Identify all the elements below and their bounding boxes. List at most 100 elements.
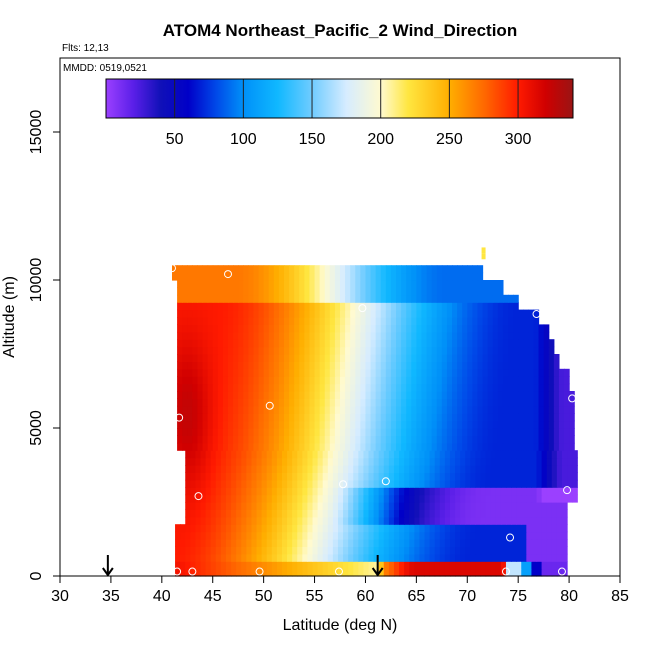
heatmap-cell	[439, 531, 446, 540]
heatmap-cell	[253, 339, 260, 348]
heatmap-cell	[472, 280, 479, 288]
heatmap-cell	[228, 405, 234, 414]
heatmap-cell	[207, 317, 214, 325]
heatmap-cell	[294, 420, 300, 429]
heatmap-cell	[513, 361, 519, 370]
heatmap-cell	[225, 524, 232, 533]
heatmap-cell	[543, 405, 550, 414]
heatmap-cell	[185, 561, 191, 570]
heatmap-cell	[304, 435, 311, 444]
heatmap-cell	[324, 287, 331, 296]
heatmap-cell	[465, 568, 471, 577]
heatmap-cell	[228, 339, 234, 348]
heatmap-cell	[482, 391, 489, 399]
heatmap-cell	[446, 354, 453, 362]
heatmap-cell	[460, 561, 466, 570]
heatmap-cell	[429, 487, 436, 496]
heatmap-cell	[205, 450, 212, 459]
heatmap-cell	[431, 265, 438, 274]
heatmap-cell	[258, 309, 265, 318]
heatmap-cell	[365, 309, 372, 318]
heatmap-cell	[266, 516, 273, 525]
heatmap-cell	[526, 546, 533, 555]
heatmap-cell	[309, 294, 316, 303]
heatmap-cell	[380, 339, 387, 348]
heatmap-cell	[251, 531, 258, 540]
heatmap-cell	[373, 531, 380, 540]
heatmap-cell	[472, 376, 479, 385]
heatmap-cell	[337, 487, 344, 496]
heatmap-cell	[536, 531, 543, 540]
heatmap-cell	[531, 516, 538, 525]
heatmap-cell	[497, 346, 504, 355]
heatmap-cell	[278, 361, 285, 370]
heatmap-cell	[192, 294, 199, 303]
heatmap-cell	[210, 487, 217, 496]
heatmap-cell	[243, 391, 249, 399]
heatmap-cell	[348, 539, 354, 547]
heatmap-cell	[455, 450, 461, 459]
heatmap-cell	[490, 479, 497, 488]
heatmap-cell	[370, 346, 377, 355]
heatmap-cell	[355, 398, 361, 407]
heatmap-cell	[434, 553, 441, 562]
heatmap-cell	[383, 494, 390, 503]
x-tick-label: 60	[357, 588, 375, 605]
heatmap-cell	[190, 472, 197, 481]
heatmap-cell	[322, 465, 329, 473]
heatmap-cell	[197, 383, 204, 392]
heatmap-cell	[439, 450, 446, 459]
heatmap-cell	[431, 309, 438, 318]
heatmap-cell	[284, 354, 290, 362]
heatmap-cell	[304, 376, 311, 385]
heatmap-cell	[482, 294, 489, 303]
heatmap-cell	[452, 368, 458, 377]
heatmap-cell	[487, 317, 494, 325]
heatmap-cell	[258, 368, 265, 377]
heatmap-cell	[556, 509, 563, 518]
heatmap-cell	[197, 317, 204, 325]
heatmap-cell	[350, 405, 356, 414]
heatmap-cell	[429, 568, 436, 577]
heatmap-cell	[482, 309, 489, 318]
heatmap-cell	[345, 405, 351, 414]
heatmap-cell	[482, 280, 489, 288]
down-arrow-icon	[371, 555, 384, 577]
heatmap-cell	[419, 509, 426, 518]
heatmap-cell	[253, 442, 260, 451]
heatmap-cell	[258, 391, 265, 399]
heatmap-cell	[309, 272, 316, 281]
heatmap-cell	[358, 487, 365, 496]
heatmap-cell	[243, 368, 249, 377]
heatmap-cell	[236, 487, 242, 496]
heatmap-cell	[561, 472, 568, 481]
heatmap-cell	[475, 457, 482, 466]
heatmap-cell	[332, 494, 339, 503]
heatmap-cell	[327, 531, 334, 540]
heatmap-cell	[558, 413, 565, 422]
heatmap-cell	[404, 568, 410, 577]
heatmap-cell	[462, 309, 468, 318]
heatmap-cell	[396, 398, 402, 407]
heatmap-cell	[375, 383, 382, 392]
heatmap-cell	[192, 324, 199, 333]
heatmap-cell	[368, 546, 375, 555]
heatmap-cell	[449, 465, 456, 473]
heatmap-cell	[256, 516, 263, 525]
heatmap-cell	[482, 324, 489, 333]
heatmap-cell	[401, 265, 407, 274]
heatmap-cell	[439, 553, 446, 562]
heatmap-cell	[319, 420, 326, 429]
heatmap-cell	[187, 413, 193, 422]
heatmap-cell	[495, 502, 502, 510]
heatmap-cell	[424, 539, 431, 547]
heatmap-cell	[457, 368, 463, 377]
heatmap-cell	[526, 494, 533, 503]
heatmap-cell	[401, 420, 407, 429]
heatmap-cell	[233, 361, 239, 370]
heatmap-cell	[419, 524, 426, 533]
heatmap-cell	[258, 317, 265, 325]
heatmap-cell	[337, 516, 344, 525]
heatmap-cell	[460, 531, 466, 540]
heatmap-cell	[185, 553, 191, 562]
